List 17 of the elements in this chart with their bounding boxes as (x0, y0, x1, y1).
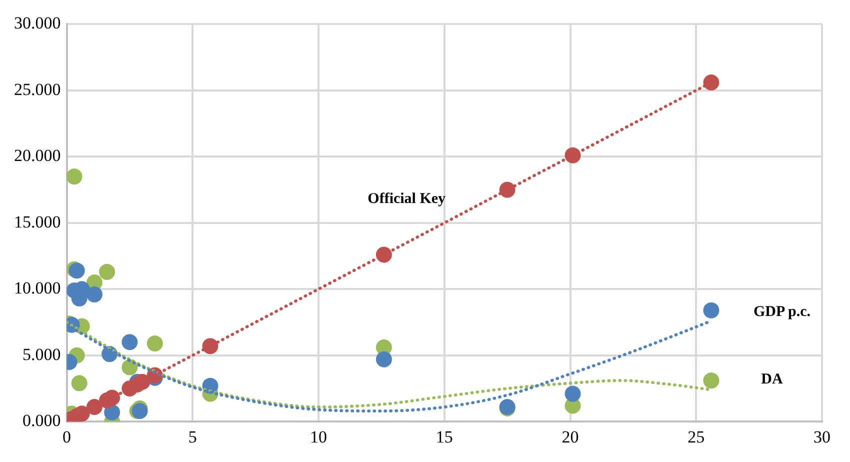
x-tick-label: 25 (688, 427, 705, 446)
y-tick-label: 15.000 (14, 212, 61, 232)
x-tick-label: 15 (436, 427, 453, 446)
x-tick-label: 20 (562, 427, 579, 446)
x-tick-label: 30 (814, 427, 830, 446)
text: DA (761, 372, 783, 388)
y-tick-label: 20.000 (14, 146, 61, 166)
y-tick-label: 25.000 (14, 80, 61, 99)
text: Official Key (368, 190, 446, 207)
y-tick-label: 5.000 (22, 344, 61, 364)
y-tick-label: 0.000 (22, 411, 61, 430)
text: GDP p.c. (753, 304, 811, 320)
y-tick-label: 30.000 (14, 14, 61, 33)
x-tick-label: 5 (188, 427, 197, 446)
y-tick-label: 10.000 (14, 278, 61, 298)
x-tick-label: 0 (62, 427, 71, 446)
x-tick-label: 10 (310, 427, 327, 446)
